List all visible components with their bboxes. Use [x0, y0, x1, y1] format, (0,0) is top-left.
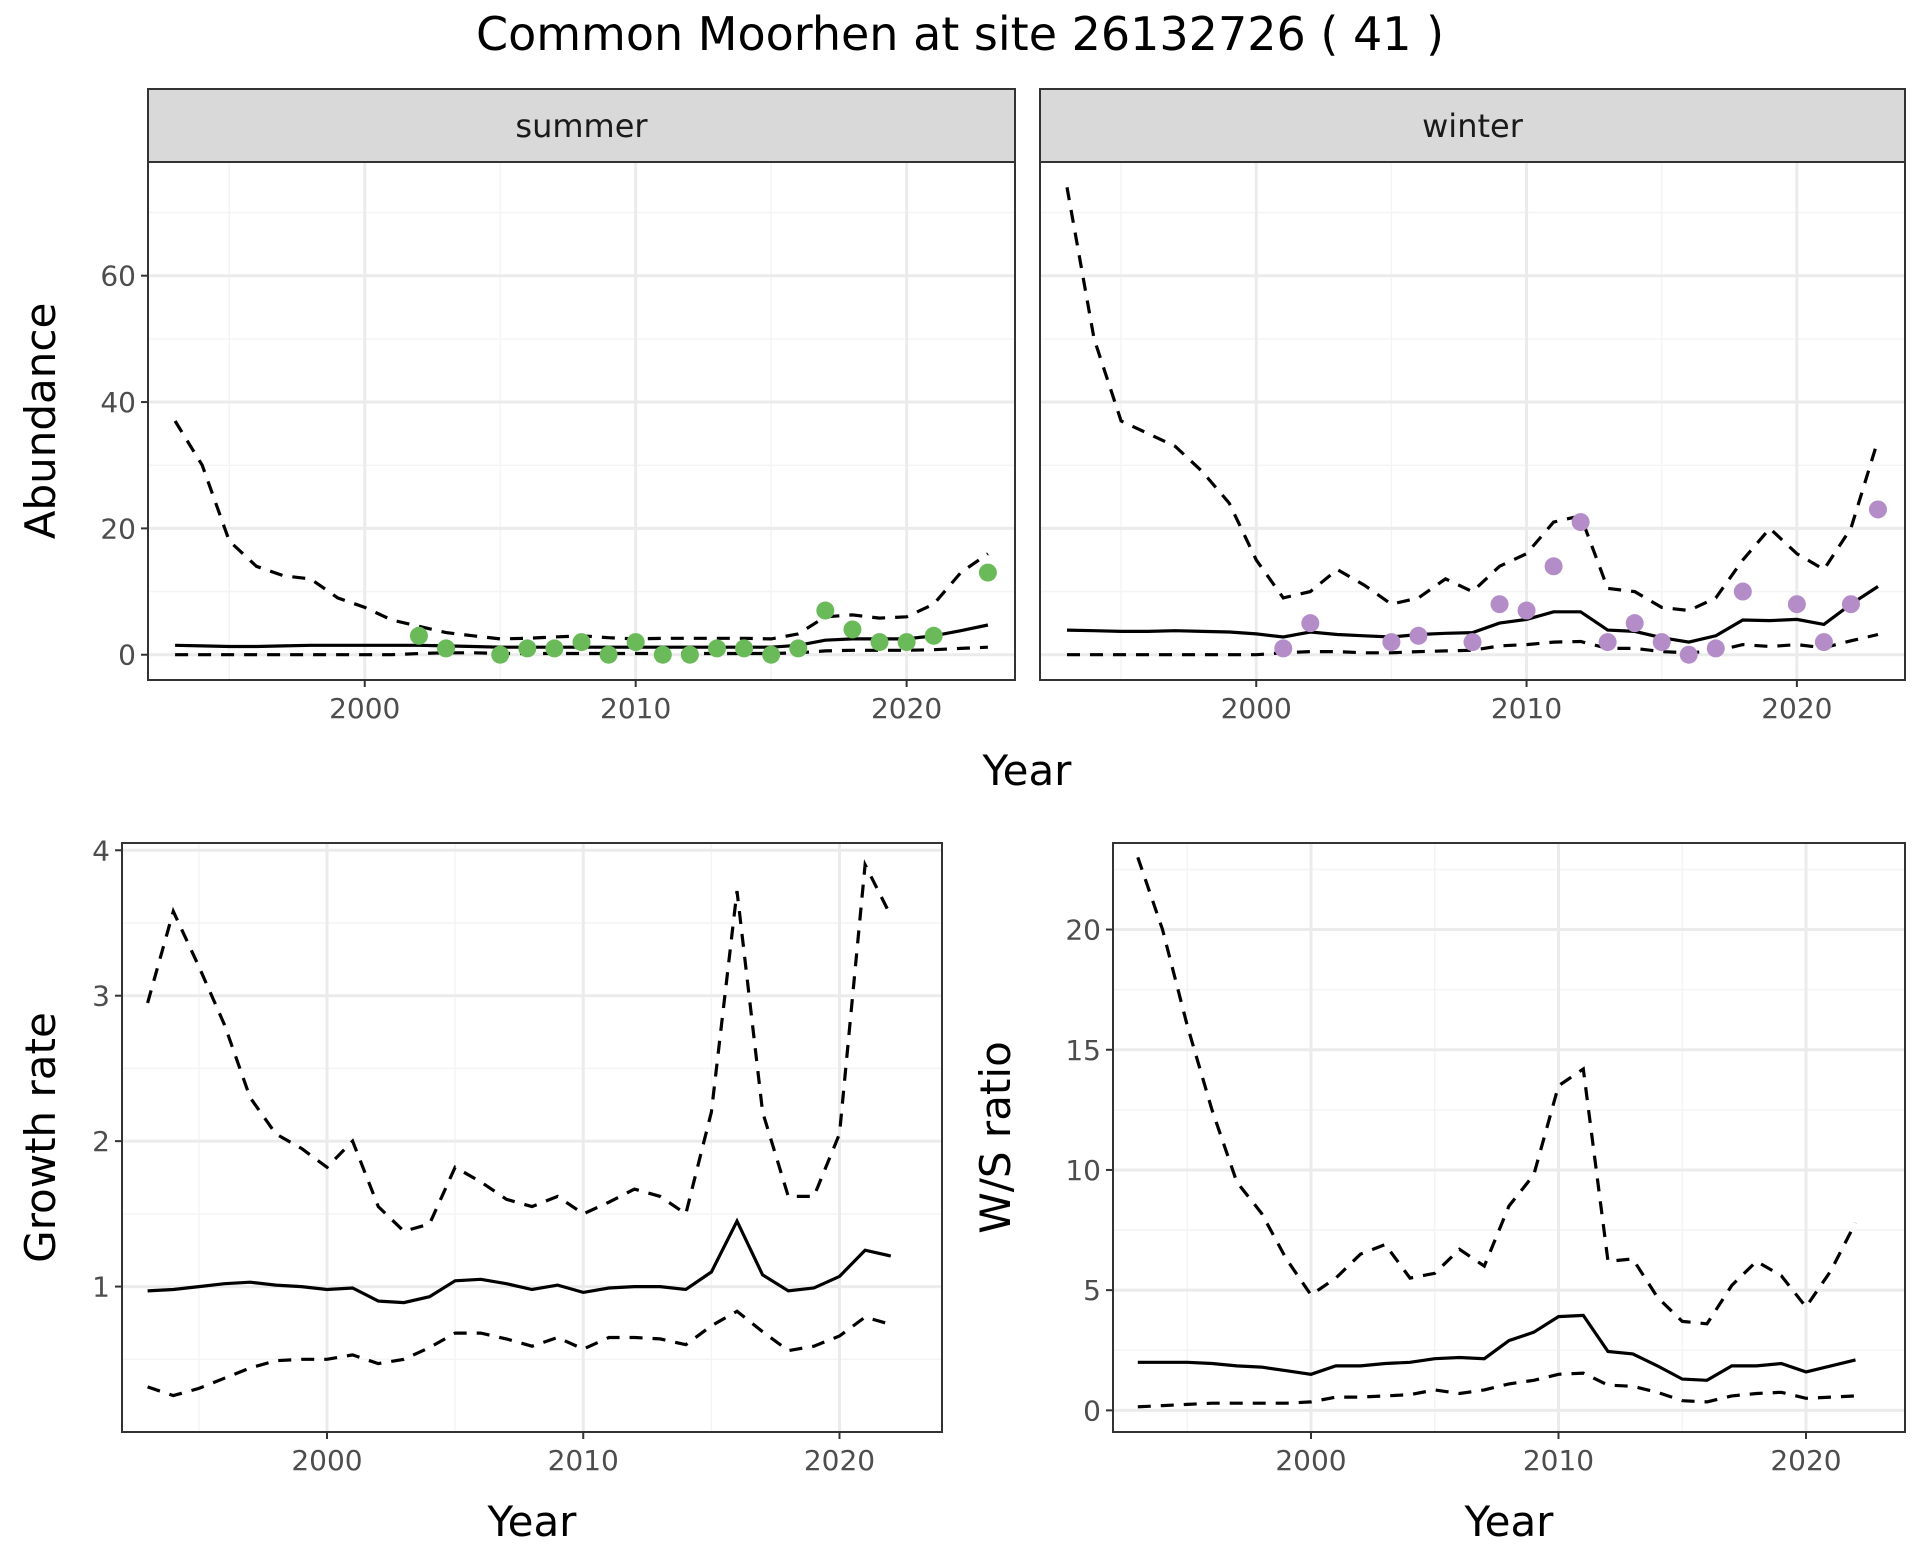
- observed-point: [518, 639, 537, 658]
- observed-point: [1490, 595, 1509, 614]
- observed-point: [1382, 633, 1401, 652]
- panel-border: [1112, 842, 1906, 1433]
- y-tick-label: 40: [100, 386, 136, 419]
- x-tick-label: 2020: [871, 692, 942, 725]
- panel-border: [1039, 161, 1906, 681]
- lower-ci-line: [1137, 1371, 1856, 1409]
- observed-point: [491, 645, 510, 664]
- facet-summer: summer 2000 2010 2020 0 20 40 60: [100, 88, 1016, 725]
- observed-point: [1868, 500, 1887, 519]
- y-tick-label: 20: [1065, 914, 1101, 947]
- estimate-line: [1137, 1313, 1856, 1382]
- y-axis-title: Growth rate: [16, 1012, 65, 1263]
- upper-ci-line: [146, 859, 893, 1234]
- x-tick-label: 2000: [1275, 1444, 1346, 1477]
- y-tick-label: 1: [92, 1271, 110, 1304]
- observed-point: [1652, 633, 1671, 652]
- observed-point: [626, 633, 645, 652]
- x-tick-label: 2010: [548, 1444, 619, 1477]
- x-tick-label: 2010: [1491, 692, 1562, 725]
- observed-point: [653, 645, 672, 664]
- upper-ci-line: [1136, 856, 1857, 1326]
- observed-point: [545, 639, 564, 658]
- x-axis-title: Year: [487, 1497, 578, 1546]
- facet-winter: winter 2000 2010 2020: [1039, 88, 1906, 725]
- facet-strip-label: winter: [1422, 107, 1524, 145]
- observed-point: [1517, 601, 1536, 620]
- observed-point: [572, 633, 591, 652]
- observed-point: [816, 601, 835, 620]
- observed-point: [1625, 614, 1644, 633]
- observed-point: [735, 639, 754, 658]
- y-axis-title: Abundance: [16, 303, 65, 540]
- facet-strip: [1039, 88, 1906, 163]
- observed-point: [870, 633, 889, 652]
- observed-point: [762, 645, 781, 664]
- y-tick-label: 15: [1065, 1034, 1101, 1067]
- observed-point: [1814, 633, 1833, 652]
- y-tick-label: 3: [92, 980, 110, 1013]
- observed-point: [843, 620, 862, 639]
- lower-ci-line: [175, 645, 988, 657]
- facet-strip: [147, 88, 1016, 163]
- observed-point: [1841, 595, 1860, 614]
- observed-point: [437, 639, 456, 658]
- observed-point: [1301, 614, 1320, 633]
- lower-ci-line: [1067, 632, 1879, 657]
- ws-ratio-chart: 2000 2010 2020 0 5 10 15 20 Year W/S ratio: [971, 842, 1906, 1546]
- observed-point: [1679, 645, 1698, 664]
- observed-point: [599, 645, 618, 664]
- observed-point: [1274, 639, 1293, 658]
- observed-point: [897, 633, 916, 652]
- observed-point: [409, 626, 428, 645]
- x-tick-label: 2000: [1221, 692, 1292, 725]
- observed-point: [1733, 582, 1752, 601]
- observed-point: [789, 639, 808, 658]
- observed-point: [1409, 626, 1428, 645]
- observed-point: [924, 626, 943, 645]
- observed-point: [1463, 633, 1482, 652]
- observed-point: [1571, 513, 1590, 532]
- x-tick-label: 2010: [600, 692, 671, 725]
- observed-point: [1706, 639, 1725, 658]
- y-tick-label: 20: [100, 512, 136, 545]
- observed-point: [1544, 557, 1563, 576]
- x-axis-title: Year: [982, 746, 1073, 795]
- x-tick-label: 2000: [329, 692, 400, 725]
- y-tick-label: 2: [92, 1125, 110, 1158]
- facet-strip-label: summer: [515, 107, 648, 145]
- panel-border: [121, 842, 943, 1433]
- observed-point: [707, 639, 726, 658]
- y-tick-label: 0: [118, 639, 136, 672]
- x-tick-label: 2010: [1523, 1444, 1594, 1477]
- growth-rate-chart: 2000 2010 2020 1 2 3 4 Year Growth rate: [16, 834, 943, 1546]
- y-axis-title: W/S ratio: [971, 1041, 1020, 1234]
- estimate-line: [147, 1217, 892, 1305]
- y-tick-label: 10: [1065, 1154, 1101, 1187]
- estimate-line: [1066, 585, 1879, 644]
- y-tick-label: 60: [100, 260, 136, 293]
- x-tick-label: 2020: [1761, 692, 1832, 725]
- x-axis-title: Year: [1464, 1497, 1555, 1546]
- y-tick-label: 0: [1083, 1394, 1101, 1427]
- observed-point: [1598, 633, 1617, 652]
- x-tick-label: 2020: [1770, 1444, 1841, 1477]
- y-tick-label: 5: [1083, 1274, 1101, 1307]
- observed-point: [1787, 595, 1806, 614]
- upper-ci-line: [1065, 187, 1880, 613]
- chart-title: Common Moorhen at site 26132726 ( 41 ): [476, 7, 1444, 61]
- y-tick-label: 4: [92, 834, 110, 867]
- observed-point: [978, 563, 997, 582]
- x-tick-label: 2020: [804, 1444, 875, 1477]
- abundance-chart: summer 2000 2010 2020 0 20 40 60 winter 2000 2010 2…: [16, 88, 1906, 795]
- x-tick-label: 2000: [291, 1444, 362, 1477]
- panel-border: [147, 161, 1016, 681]
- observed-point: [680, 645, 699, 664]
